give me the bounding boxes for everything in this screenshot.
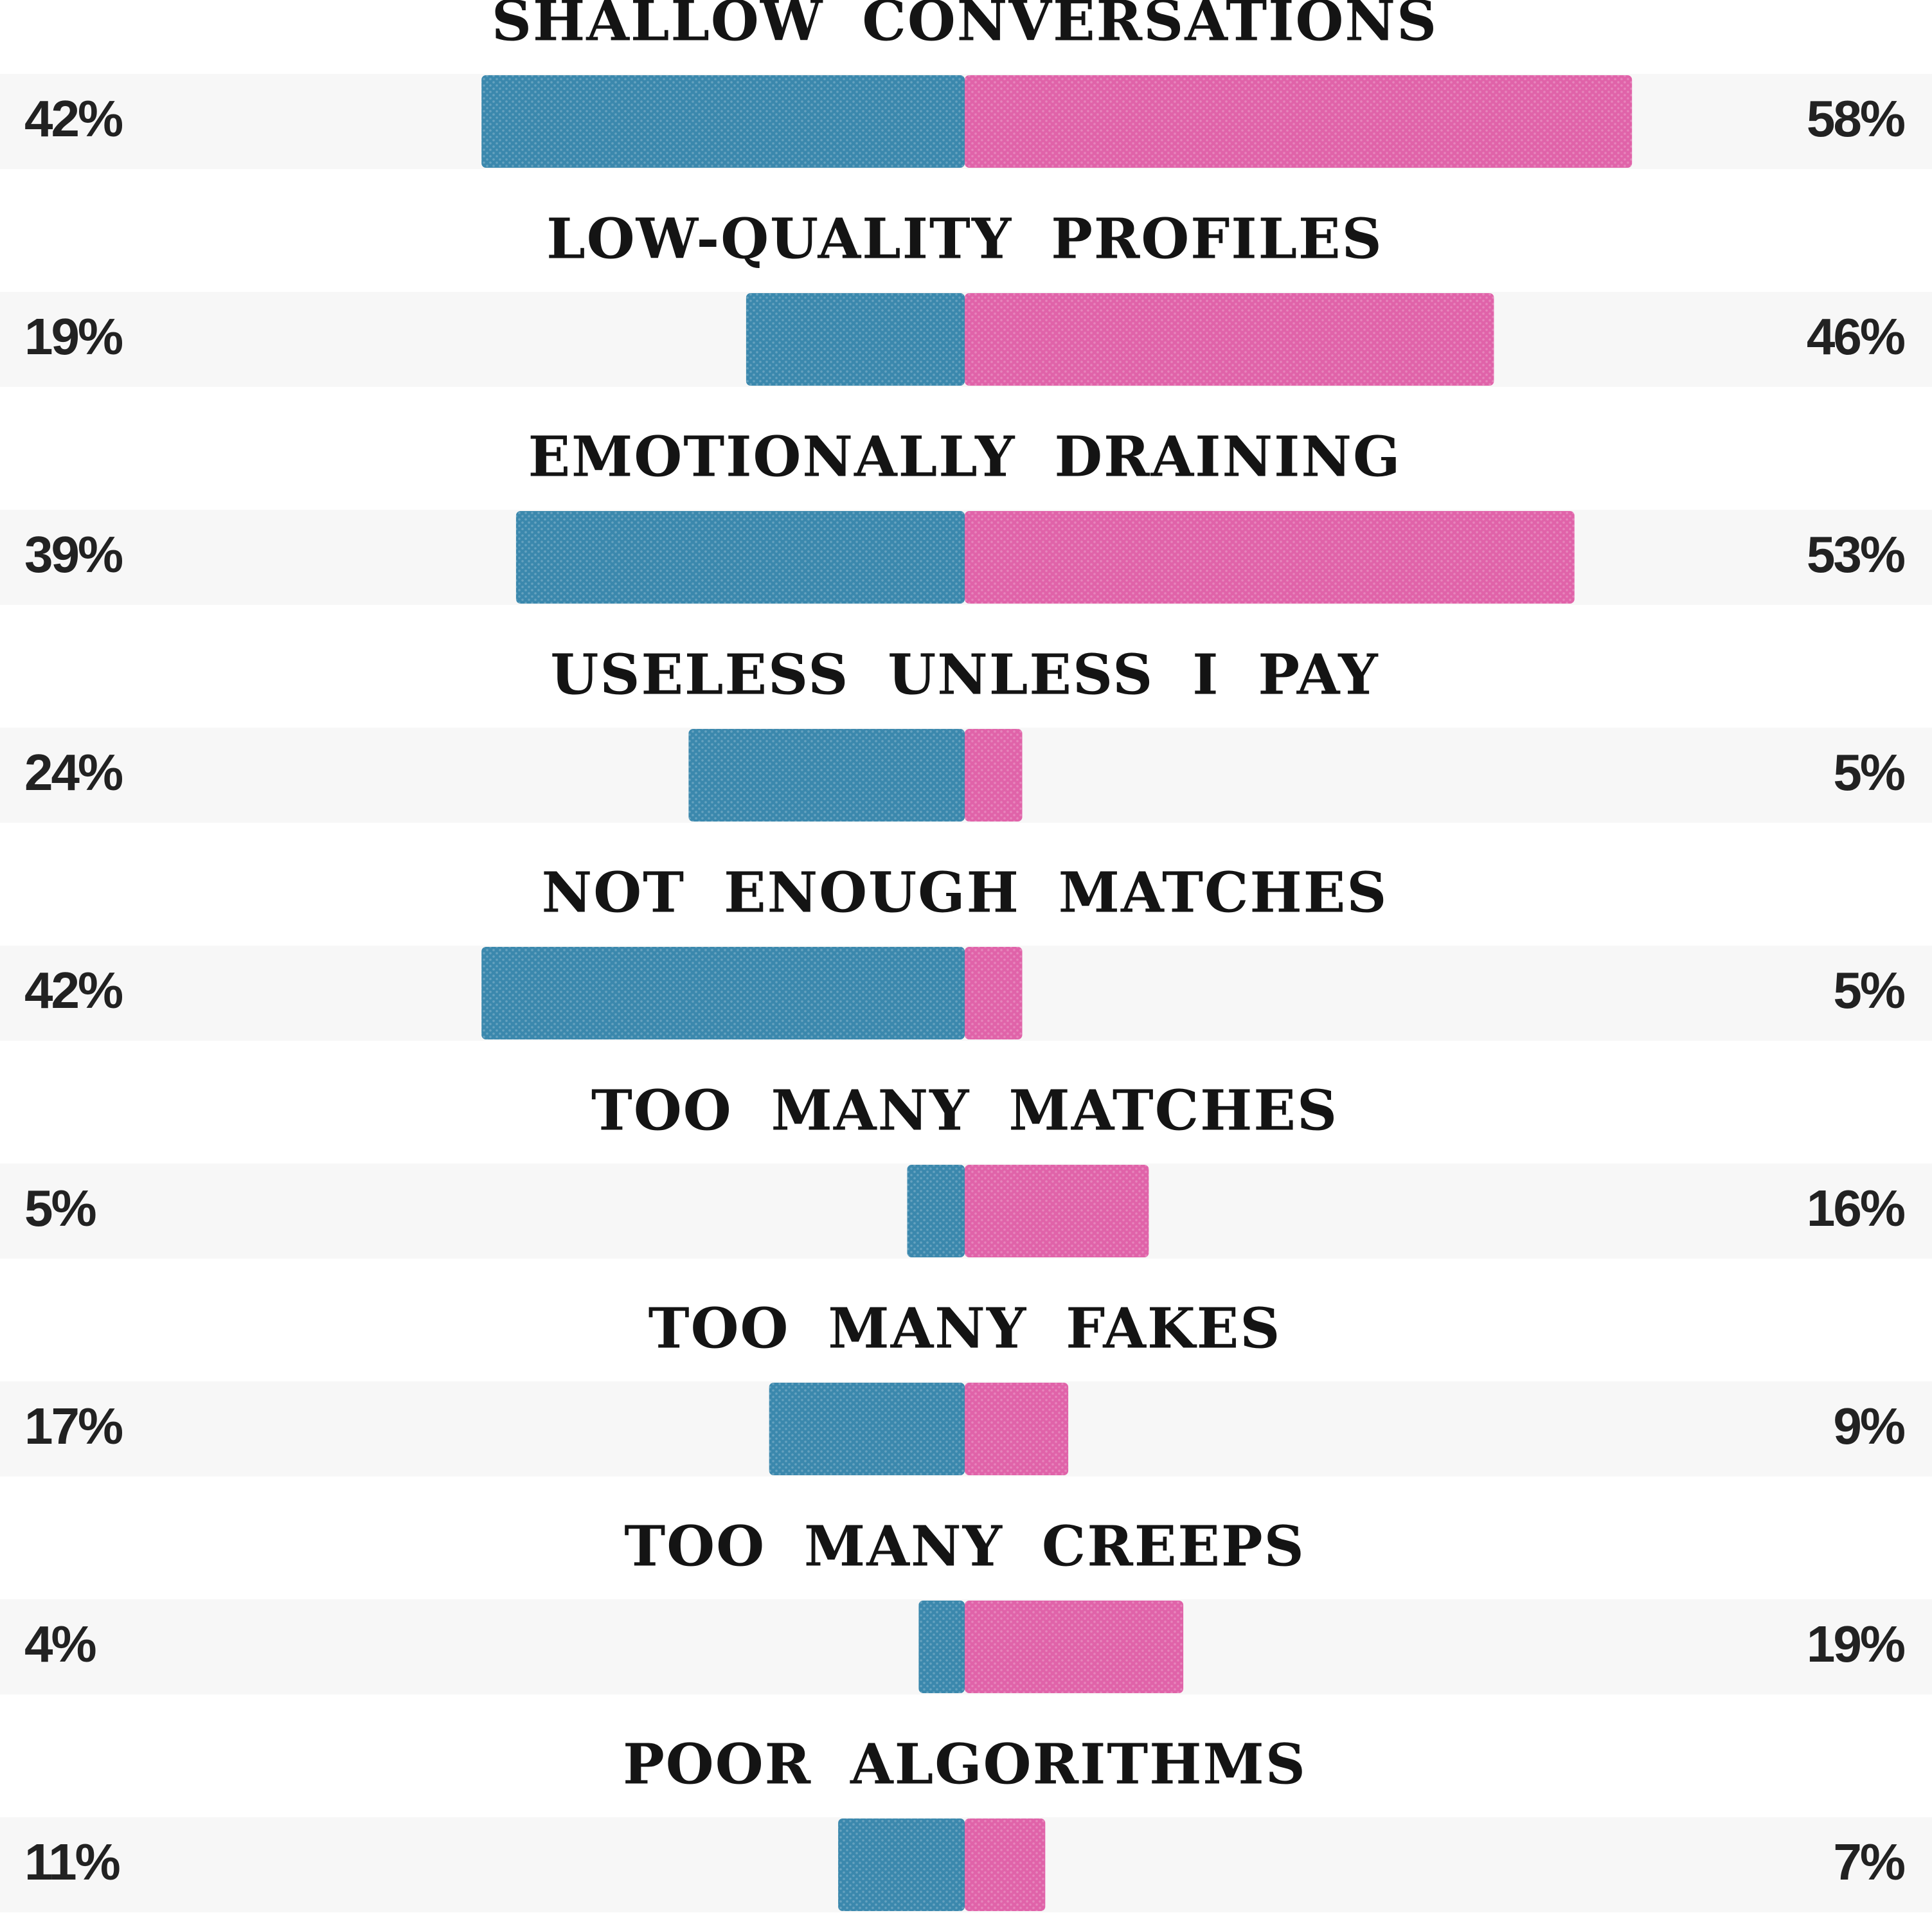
category-label: SHALLOW CONVERSATIONS [492, 0, 1438, 54]
right-value-label: 53% [1807, 526, 1905, 583]
right-value-label: 58% [1807, 90, 1905, 147]
bar-texture [481, 75, 965, 168]
left-value-label: 11% [24, 1833, 120, 1891]
category-label: USELESS UNLESS I PAY [550, 643, 1379, 708]
right-value-label: 16% [1807, 1180, 1905, 1237]
left-value-label: 42% [24, 962, 123, 1019]
bar-texture [481, 947, 965, 1039]
bar-texture [515, 511, 965, 604]
right-value-label: 46% [1807, 308, 1905, 365]
category-label: POOR ALGORITHMS [623, 1732, 1307, 1797]
bar-texture [907, 1165, 965, 1257]
right-value-label: 5% [1833, 962, 1904, 1019]
bar-texture [965, 1383, 1069, 1475]
bar-texture [746, 293, 965, 386]
bar-texture [965, 75, 1632, 168]
category-label: NOT ENOUGH MATCHES [542, 861, 1388, 926]
right-value-label: 5% [1833, 744, 1904, 801]
bar-texture [965, 1819, 1046, 1911]
left-value-label: 39% [24, 526, 123, 583]
category-label: LOW-QUALITY PROFILES [546, 207, 1382, 272]
right-value-label: 9% [1833, 1397, 1904, 1455]
left-value-label: 17% [24, 1397, 123, 1455]
bar-texture [918, 1601, 965, 1693]
bar-texture [965, 293, 1494, 386]
right-value-label: 7% [1833, 1833, 1904, 1891]
left-value-label: 42% [24, 90, 123, 147]
left-value-label: 4% [24, 1615, 96, 1673]
category-label: TOO MANY MATCHES [591, 1079, 1338, 1144]
bar-texture [838, 1819, 965, 1911]
bar-texture [965, 1601, 1184, 1693]
bar-texture [965, 729, 1023, 822]
left-value-label: 24% [24, 744, 123, 801]
right-value-label: 19% [1807, 1615, 1905, 1673]
bar-texture [965, 511, 1575, 604]
category-label: EMOTIONALLY DRAINING [528, 425, 1402, 490]
bar-texture [688, 729, 965, 822]
bar-texture [769, 1383, 965, 1475]
bar-texture [965, 947, 1023, 1039]
bar-texture [965, 1165, 1149, 1257]
left-value-label: 19% [24, 308, 123, 365]
category-label: TOO MANY FAKES [648, 1297, 1282, 1361]
left-value-label: 5% [24, 1180, 96, 1237]
category-label: TOO MANY CREEPS [624, 1514, 1305, 1579]
